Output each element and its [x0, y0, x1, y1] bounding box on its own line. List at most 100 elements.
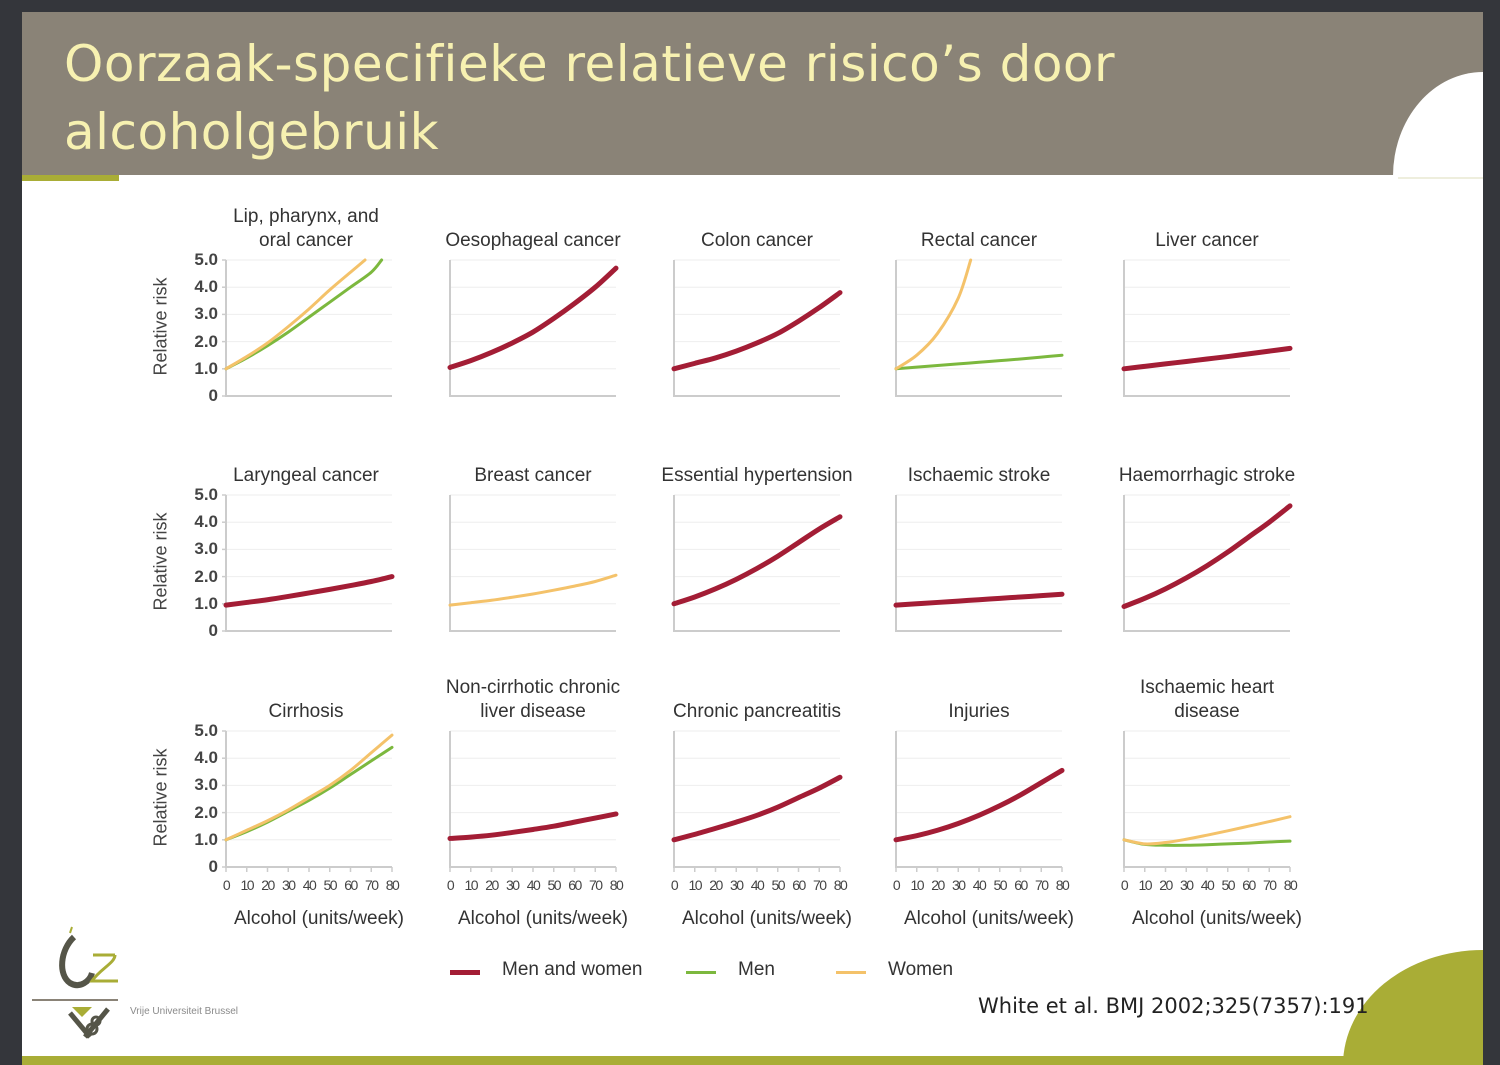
series-line-men: [894, 353, 1064, 371]
x-tick-label: 70: [588, 877, 603, 893]
panel-plot: [447, 730, 619, 872]
panel-plot: [671, 259, 843, 397]
x-tick-label: 10: [240, 877, 254, 893]
legend-swatch-women: [836, 971, 866, 974]
x-tick-label: 10: [464, 877, 478, 893]
x-tick-label: 40: [1200, 877, 1215, 893]
footer-bar: [22, 1056, 1483, 1065]
x-tick-label: 20: [261, 877, 275, 893]
y-tick-label: 3.0: [194, 304, 218, 324]
x-tick-label: 80: [385, 877, 400, 893]
panel-title: Non-cirrhotic chronic liver disease: [423, 676, 643, 724]
slide-title-line-2: alcoholgebruik: [64, 103, 440, 161]
university-name: Vrije Universiteit Brussel: [130, 1006, 238, 1017]
panel-title: Laryngeal cancer: [196, 440, 416, 488]
panel-title-line-1: [869, 440, 1089, 464]
panel-title-line-1: [869, 676, 1089, 700]
panel-title: Lip, pharynx, and oral cancer: [196, 205, 416, 253]
x-tick-label: 70: [1034, 877, 1049, 893]
x-tick-label: 40: [526, 877, 541, 893]
x-tick-label: 10: [910, 877, 924, 893]
panel-title-line-1: [647, 676, 867, 700]
panel-title: Colon cancer: [647, 205, 867, 253]
panel-title-line-1: [1097, 440, 1317, 464]
axis-lines: [449, 731, 616, 868]
y-tick-label: 4.0: [194, 512, 218, 532]
panel-title-line-1: [647, 205, 867, 229]
panel-title-line-2: Haemorrhagic stroke: [1118, 465, 1296, 486]
panel-title-line-2: Colon cancer: [701, 230, 813, 251]
panel-title-line-1: Non-cirrhotic chronic: [445, 677, 621, 698]
axis-lines: [895, 260, 1062, 397]
panel-title: Cirrhosis: [196, 676, 416, 724]
x-tick-label: 0: [670, 877, 679, 893]
panel-plot: [222, 258, 392, 397]
y-tick-label: 5.0: [194, 721, 218, 740]
series-line-men-and-women: [893, 767, 1065, 843]
x-tick-label: 30: [951, 877, 966, 893]
panel-title: Breast cancer: [423, 440, 643, 488]
x-tick-label: 70: [1262, 877, 1277, 893]
y-tick-label: 0: [208, 621, 218, 640]
x-axis-label: Alcohol (units/week): [903, 908, 1075, 929]
slide-title: Oorzaak-specifieke relatieve risico’s do…: [64, 30, 1364, 166]
panel-title-line-2: Rectal cancer: [920, 230, 1038, 251]
legend-swatch-men-and-women: [450, 970, 480, 975]
panel-plot: [1122, 730, 1292, 872]
axis-lines: [673, 495, 840, 632]
panel-title-line-2: Oesophageal cancer: [445, 230, 621, 251]
axis-lines: [1123, 495, 1290, 632]
panel-title: Haemorrhagic stroke: [1097, 440, 1317, 488]
panel-title-line-2: Ischaemic stroke: [907, 465, 1051, 486]
series-line-men-and-women: [671, 514, 843, 607]
y-tick-label: 1.0: [194, 829, 218, 849]
panel-plot: [222, 494, 395, 632]
panel-title-line-2: oral cancer: [259, 230, 353, 251]
panel-title-line-2: Chronic pancreatitis: [673, 701, 841, 722]
panel-plot: [448, 494, 618, 632]
slide-title-line-1: Oorzaak-specifieke relatieve risico’s do…: [64, 35, 1116, 93]
y-axis-label: Relative risk: [150, 277, 171, 376]
panel-title: Injuries: [869, 676, 1089, 724]
panel-title: Ischaemic stroke: [869, 440, 1089, 488]
axis-lines: [895, 731, 1062, 868]
series-line-women: [448, 573, 618, 607]
panel-plot: [893, 730, 1065, 872]
x-axis-label: Alcohol (units/week): [681, 908, 853, 929]
series-line-men-and-women: [1121, 503, 1293, 610]
panel-title-line-2: disease: [1174, 701, 1240, 722]
legend-label: Men and women: [502, 959, 643, 980]
panel-title-line-1: [423, 440, 643, 464]
x-tick-label: 60: [1014, 877, 1028, 893]
y-tick-label: 0: [208, 386, 218, 405]
panel-plot: [447, 259, 619, 397]
panel-title: Liver cancer: [1097, 205, 1317, 253]
x-tick-label: 20: [931, 877, 945, 893]
x-tick-label: 40: [750, 877, 765, 893]
x-tick-label: 40: [302, 877, 317, 893]
axis-lines: [1123, 731, 1290, 868]
x-axis-label: Alcohol (units/week): [457, 908, 629, 929]
series-line-men-and-women: [893, 591, 1065, 608]
panel-title-line-2: Breast cancer: [474, 465, 592, 486]
slide: Oorzaak-specifieke relatieve risico’s do…: [22, 12, 1483, 1065]
panel-title-line-2: Cirrhosis: [268, 701, 344, 722]
x-tick-label: 70: [812, 877, 827, 893]
x-tick-label: 50: [323, 877, 337, 893]
x-tick-label: 10: [1138, 877, 1152, 893]
series-line-women: [1122, 815, 1292, 846]
legend-label: Men: [738, 959, 775, 980]
y-tick-label: 2.0: [194, 331, 218, 351]
header-band: Oorzaak-specifieke relatieve risico’s do…: [22, 12, 1483, 175]
axis-lines: [895, 495, 1062, 632]
accent-bar: [22, 175, 119, 181]
y-tick-label: 4.0: [194, 748, 218, 768]
panel-title-line-2: liver disease: [480, 701, 586, 722]
x-tick-label: 80: [1283, 877, 1298, 893]
y-axis-label: Relative risk: [150, 512, 171, 611]
y-tick-label: 1.0: [194, 358, 218, 378]
panel-title: Oesophageal cancer: [423, 205, 643, 253]
y-tick-label: 5.0: [194, 250, 218, 269]
series-line-men-and-women: [671, 290, 843, 372]
